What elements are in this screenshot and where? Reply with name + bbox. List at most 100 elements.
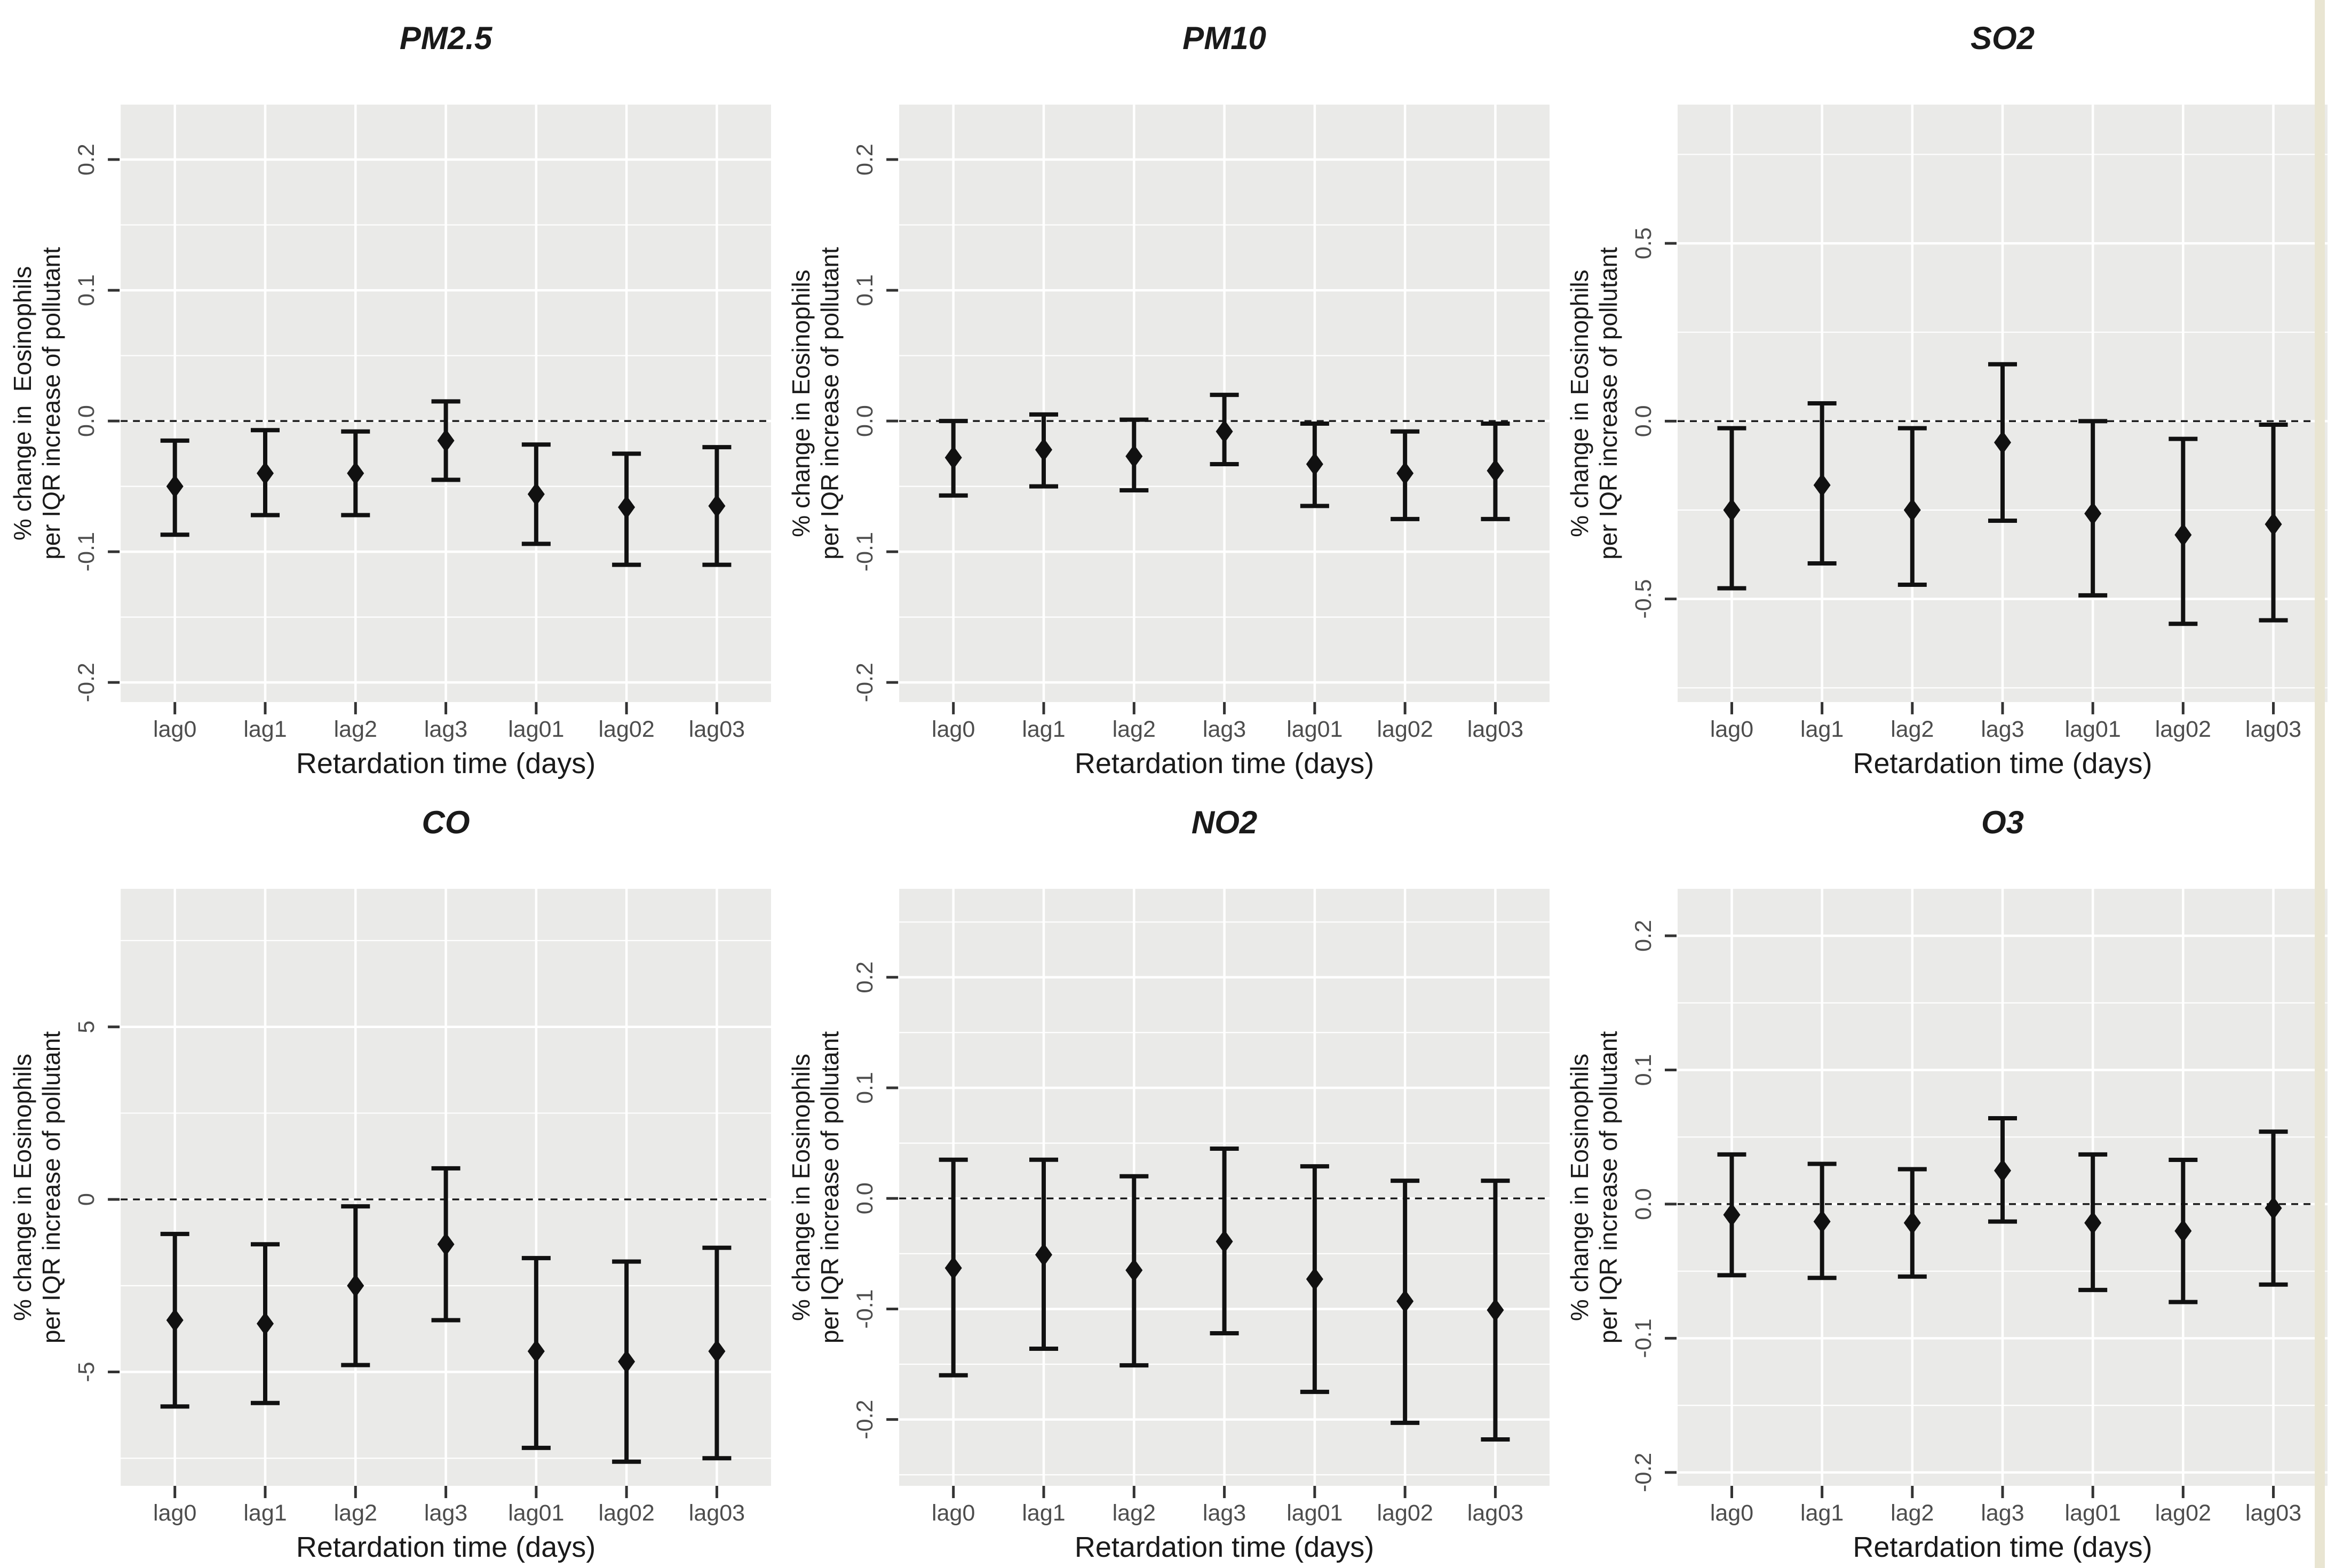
x-tick-label: lag1	[1022, 1500, 1065, 1526]
x-tick-label: lag01	[508, 717, 564, 742]
y-tick-label: 0.1	[852, 1072, 878, 1104]
x-axis-title: Retardation time (days)	[1075, 1531, 1374, 1563]
error-bar	[1210, 393, 1239, 466]
x-tick-label: lag03	[689, 1500, 745, 1526]
point-estimate-diamond	[618, 495, 636, 519]
error-bar	[612, 1259, 641, 1464]
x-tick-label: lag02	[1377, 1500, 1433, 1526]
point-estimate-diamond	[2084, 502, 2102, 526]
y-axis-label-line2: per IQR increase of pollutant	[37, 1031, 65, 1344]
point-estimate-diamond	[437, 428, 455, 452]
y-tick-label: -0.2	[852, 1400, 878, 1439]
error-bar	[1029, 412, 1059, 489]
y-tick-label: 0.0	[1631, 1188, 1656, 1220]
panel-cell-pm25: 0.2 0.1 0.0 -0.1 -0.2 lag0 lag1 lag2 lag3 lag01 la…	[0, 0, 779, 784]
x-tick-label: lag02	[2155, 1500, 2211, 1526]
y-tick-label: -0.1	[1631, 1318, 1656, 1358]
error-bar	[2078, 1152, 2108, 1292]
error-bar	[1897, 1167, 1927, 1279]
x-tick-label: lag01	[2065, 717, 2121, 742]
x-axis-title: Retardation time (days)	[296, 747, 595, 779]
point-estimate-diamond	[527, 1339, 545, 1363]
error-bar	[1717, 426, 1746, 591]
panel-title: PM2.5	[400, 20, 493, 56]
x-tick-label: lag2	[1891, 1500, 1934, 1526]
y-tick-label: -0.1	[74, 532, 99, 571]
point-estimate-diamond	[1306, 1267, 1323, 1291]
x-tick-label: lag3	[1203, 717, 1246, 742]
error-bar	[2169, 436, 2198, 626]
error-bar	[1717, 1152, 1746, 1278]
pollutant-panel-no2: 0.2 0.1 0.0 -0.1 -0.2 lag0 lag1 lag2 lag3 lag01 la…	[787, 805, 1550, 1563]
y-tick-label: 5	[74, 1021, 99, 1033]
error-bar	[431, 1166, 460, 1323]
error-bar	[521, 442, 551, 546]
error-bar	[1119, 417, 1149, 492]
x-tick-label: lag0	[932, 1500, 975, 1526]
y-tick-label: -0.1	[852, 532, 878, 571]
x-tick-label: lag1	[1800, 717, 1844, 742]
error-bar	[702, 1245, 732, 1461]
y-axis-label-line1: % change in Eosinophils	[1566, 1054, 1593, 1321]
y-tick-label: 0.1	[74, 274, 99, 306]
y-tick-label: 0.5	[1631, 227, 1656, 259]
x-tick-label: lag1	[243, 1500, 287, 1526]
point-estimate-diamond	[1813, 473, 1831, 497]
error-bar	[939, 419, 968, 498]
point-estimate-diamond	[1216, 1230, 1233, 1254]
point-estimate-diamond	[944, 445, 962, 469]
x-tick-label: lag2	[1113, 1500, 1156, 1526]
point-estimate-diamond	[1035, 437, 1053, 462]
point-estimate-diamond	[708, 1339, 726, 1363]
y-axis-label-line1: % change in Eosinophils	[787, 269, 815, 537]
point-estimate-diamond	[1903, 1211, 1921, 1235]
x-tick-label: lag1	[243, 717, 287, 742]
x-tick-label: lag3	[1981, 1500, 2024, 1526]
y-axis-label-line1: % change in Eosinophils	[787, 1054, 815, 1321]
y-tick-label: 0.2	[74, 144, 99, 176]
x-axis-title: Retardation time (days)	[296, 1531, 595, 1563]
error-bar	[1807, 1161, 1837, 1280]
point-estimate-diamond	[944, 1256, 962, 1280]
x-tick-label: lag01	[2065, 1500, 2121, 1526]
x-tick-label: lag03	[2245, 1500, 2301, 1526]
error-bar	[2169, 1157, 2198, 1304]
panel-title: O3	[1981, 805, 2024, 840]
point-estimate-diamond	[1903, 498, 1921, 522]
panel-title: CO	[422, 805, 470, 840]
error-bar	[1391, 1179, 1420, 1425]
y-tick-label: 0.2	[852, 961, 878, 993]
x-tick-label: lag01	[1286, 1500, 1343, 1526]
x-tick-label: lag0	[932, 717, 975, 742]
x-tick-label: lag3	[424, 717, 467, 742]
y-tick-label: 0.0	[1631, 405, 1656, 437]
y-tick-label: 0.1	[1631, 1054, 1656, 1086]
x-tick-label: lag3	[1203, 1500, 1246, 1526]
panel-cell-no2: 0.2 0.1 0.0 -0.1 -0.2 lag0 lag1 lag2 lag3 lag01 la…	[779, 784, 1557, 1568]
point-estimate-diamond	[2174, 523, 2192, 547]
x-tick-label: lag2	[334, 717, 377, 742]
y-axis-label-line2: per IQR increase of pollutant	[1594, 247, 1622, 560]
pollutant-panel-so2: 0.5 0.0 -0.5 lag0 lag1 lag2 lag3 lag01 lag02 lag0…	[1566, 20, 2328, 779]
right-edge-strip	[2315, 0, 2325, 1568]
x-tick-label: lag03	[689, 717, 745, 742]
y-axis-label-line2: per IQR increase of pollutant	[816, 1031, 844, 1344]
x-tick-label: lag0	[1710, 717, 1753, 742]
pollutant-panel-pm10: 0.2 0.1 0.0 -0.1 -0.2 lag0 lag1 lag2 lag3 lag01 la…	[787, 20, 1550, 779]
x-tick-label: lag02	[599, 1500, 655, 1526]
y-tick-label: 0.1	[852, 274, 878, 306]
y-tick-label: 0.0	[852, 1182, 878, 1214]
x-tick-label: lag01	[1286, 717, 1343, 742]
point-estimate-diamond	[1125, 1258, 1143, 1282]
x-axis-title: Retardation time (days)	[1853, 1531, 2152, 1563]
x-tick-label: lag1	[1800, 1500, 1844, 1526]
panel-cell-o3: 0.2 0.1 0.0 -0.1 -0.2 lag0 lag1 lag2 lag3 lag01 la…	[1557, 784, 2335, 1568]
x-tick-label: lag1	[1022, 717, 1065, 742]
error-bar	[1988, 1116, 2017, 1224]
y-tick-label: 0.0	[74, 405, 99, 437]
y-tick-label: -0.5	[1631, 579, 1656, 619]
point-estimate-diamond	[1994, 431, 2011, 455]
x-axis-title: Retardation time (days)	[1075, 747, 1374, 779]
error-bar	[939, 1157, 968, 1378]
